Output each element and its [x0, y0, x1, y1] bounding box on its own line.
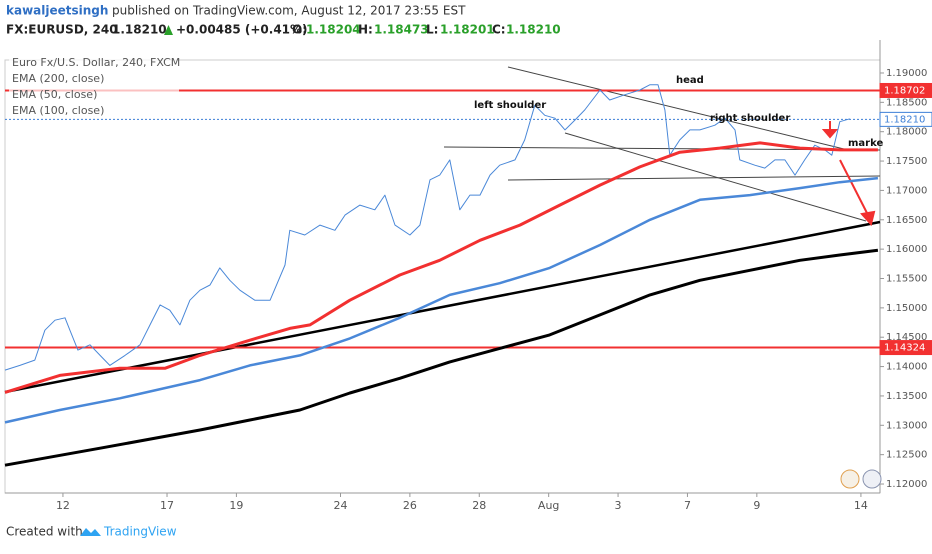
quote-text: C: — [492, 23, 506, 37]
arrow-head — [860, 210, 876, 227]
y-tick-label: 1.13000 — [886, 420, 927, 431]
legend-bg — [9, 87, 179, 102]
y-tick-label: 1.17500 — [886, 156, 927, 167]
x-tick-label: 19 — [229, 499, 243, 512]
quote-text: +0.00485 (+0.41%) — [176, 23, 308, 37]
y-tick-label: 1.12500 — [886, 450, 927, 461]
legend-bg — [9, 71, 179, 86]
x-tick-label: Aug — [538, 499, 559, 512]
series-line — [4, 248, 879, 467]
logo — [80, 528, 101, 536]
quote-text: O: — [292, 23, 307, 37]
arrows — [821, 121, 876, 227]
footer-brand: TradingView — [103, 525, 177, 539]
x-tick-label: 24 — [333, 499, 347, 512]
y-tick-label: 1.16000 — [886, 244, 927, 255]
y-tick-label: 1.15000 — [886, 303, 927, 314]
level-tag — [879, 340, 932, 356]
x-tick-label: 9 — [753, 499, 760, 512]
level-label: 1.18210 — [884, 114, 925, 125]
annotation: head — [676, 75, 704, 86]
author: kawaljeetsingh — [6, 4, 108, 18]
overlay: 1.18702 1.14324 1.18210 Euro Fx/U.S. Dollar… — [9, 55, 932, 356]
y-tick-label: 1.15500 — [886, 273, 927, 284]
quote-text: FX:EURUSD, 240 — [6, 23, 118, 37]
legend-bg — [9, 103, 179, 118]
x-tick-label: 26 — [403, 499, 417, 512]
quote-text: 1.18201 — [440, 23, 495, 37]
trend-line — [507, 66, 849, 151]
series-line — [4, 176, 879, 424]
quote-text: 1.18473 — [374, 23, 429, 37]
y-tick-label: 1.14500 — [886, 332, 927, 343]
y-tick-label: 1.18500 — [886, 97, 927, 108]
annotation: right shoulder — [710, 113, 790, 124]
arrow-head — [821, 129, 839, 139]
legend-entry: EMA (200, close) — [12, 72, 104, 85]
series-line — [4, 141, 878, 394]
x-tick-label: 17 — [160, 499, 174, 512]
quote-text: L: — [426, 23, 438, 37]
arrow — [839, 159, 869, 216]
level-tag — [879, 82, 932, 98]
quote-text: 1.18210 — [506, 23, 561, 37]
legend-entry: EMA (50, close) — [12, 88, 97, 101]
trend-line — [564, 132, 867, 222]
level-label: 1.18702 — [884, 85, 925, 96]
plot — [4, 84, 880, 467]
icon — [840, 469, 860, 489]
icon — [862, 469, 882, 489]
y-tick-label: 1.17000 — [886, 185, 927, 196]
x-tick-label: 28 — [472, 499, 486, 512]
level-label: 1.14324 — [884, 343, 925, 354]
series-line — [4, 84, 850, 371]
y-tick-label: 1.14000 — [886, 362, 927, 373]
quote-text: H: — [358, 23, 373, 37]
legend-entry: EMA (100, close) — [12, 104, 104, 117]
y-tick-label: 1.16500 — [886, 215, 927, 226]
quote-text: 1.18210 — [112, 23, 167, 37]
trend-line — [4, 220, 881, 394]
up-triangle — [164, 25, 173, 35]
legend-bg — [9, 55, 179, 70]
x-tick-label: 12 — [56, 499, 70, 512]
trend-line — [507, 175, 881, 181]
x-tick-label: 14 — [854, 499, 868, 512]
published: published on TradingView.com, August 12,… — [112, 4, 466, 18]
footer-text: Created with — [6, 525, 83, 539]
level-tag — [879, 111, 932, 127]
footer-bg — [0, 516, 932, 550]
quote-text: 1.18204 — [306, 23, 361, 37]
annotation: marke — [848, 138, 883, 149]
x-tick-label: 3 — [615, 499, 622, 512]
legend-entry: Euro Fx/U.S. Dollar, 240, FXCM — [12, 56, 180, 69]
annotation: left shoulder — [474, 100, 546, 111]
y-tick-label: 1.12000 — [886, 479, 927, 490]
y-tick-label: 1.18000 — [886, 127, 927, 138]
x-tick-label: 7 — [684, 499, 691, 512]
y-tick-label: 1.19000 — [886, 68, 927, 79]
y-tick-label: 1.13500 — [886, 391, 927, 402]
